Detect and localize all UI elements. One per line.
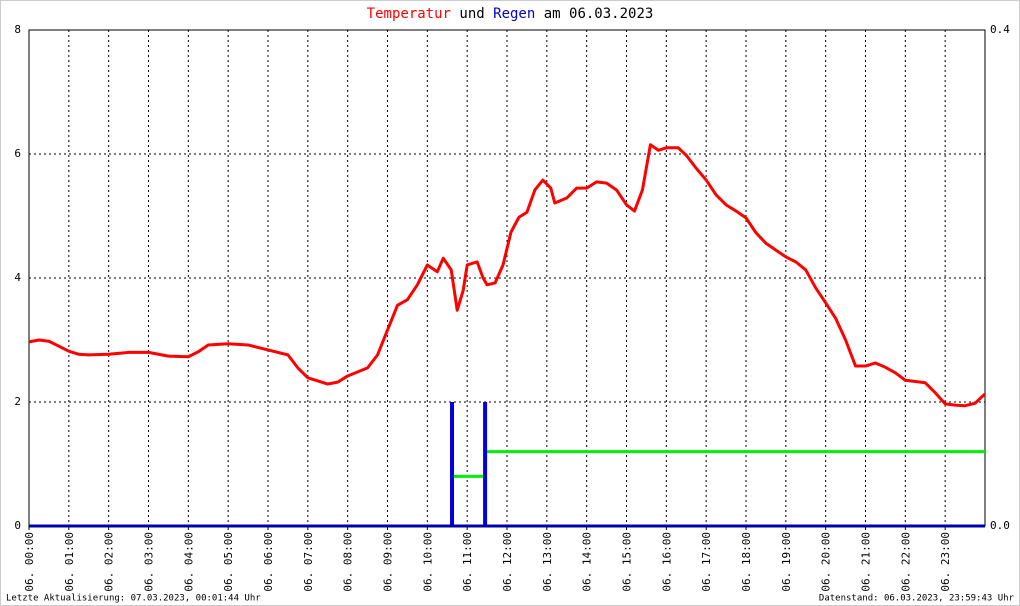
x-tick-label: 06. 10:00 — [421, 532, 434, 592]
x-tick-label: 06. 20:00 — [820, 532, 833, 592]
x-tick-label: 06. 23:00 — [939, 532, 952, 592]
x-tick-label: 06. 16:00 — [660, 532, 673, 592]
x-tick-label: 06. 17:00 — [700, 532, 713, 592]
footer-left: Letzte Aktualisierung: 07.03.2023, 00:01… — [6, 594, 261, 604]
title-part: Regen — [493, 6, 535, 22]
x-tick-label: 06. 00:00 — [23, 532, 36, 592]
y-tick-label: 2 — [14, 395, 21, 408]
y-tick-label: 4 — [14, 271, 21, 284]
x-tick-label: 06. 12:00 — [501, 532, 514, 592]
x-tick-label: 06. 04:00 — [182, 532, 195, 592]
x-tick-label: 06. 11:00 — [461, 532, 474, 592]
x-tick-label: 06. 18:00 — [740, 532, 753, 592]
x-tick-label: 06. 02:00 — [103, 532, 116, 592]
x-tick-label: 06. 09:00 — [382, 532, 395, 592]
x-tick-label: 06. 21:00 — [860, 532, 873, 592]
x-tick-label: 06. 22:00 — [899, 532, 912, 592]
y2-tick-label: 0.4 — [990, 23, 1010, 36]
chart-title: Temperatur und Regen am 06.03.2023 — [367, 6, 654, 22]
x-tick-label: 06. 19:00 — [780, 532, 793, 592]
x-tick-label: 06. 15:00 — [621, 532, 634, 592]
y-tick-label: 0 — [14, 519, 21, 532]
x-tick-label: 06. 14:00 — [581, 532, 594, 592]
y2-tick-label: 0.0 — [990, 519, 1010, 532]
title-part: am 06.03.2023 — [544, 6, 654, 22]
y-tick-label: 8 — [14, 23, 21, 36]
x-tick-label: 06. 01:00 — [63, 532, 76, 592]
x-tick-label: 06. 08:00 — [342, 532, 355, 592]
title-part: und — [459, 6, 484, 22]
y-tick-label: 6 — [14, 147, 21, 160]
series-line — [28, 143, 987, 408]
x-tick-label: 06. 06:00 — [262, 532, 275, 592]
x-tick-label: 06. 05:00 — [222, 532, 235, 592]
title-part: Temperatur — [367, 6, 451, 22]
footer-right: Datenstand: 06.03.2023, 23:59:43 Uhr — [819, 594, 1015, 604]
x-tick-label: 06. 13:00 — [541, 532, 554, 592]
x-tick-label: 06. 07:00 — [302, 532, 315, 592]
x-tick-label: 06. 03:00 — [143, 532, 156, 592]
